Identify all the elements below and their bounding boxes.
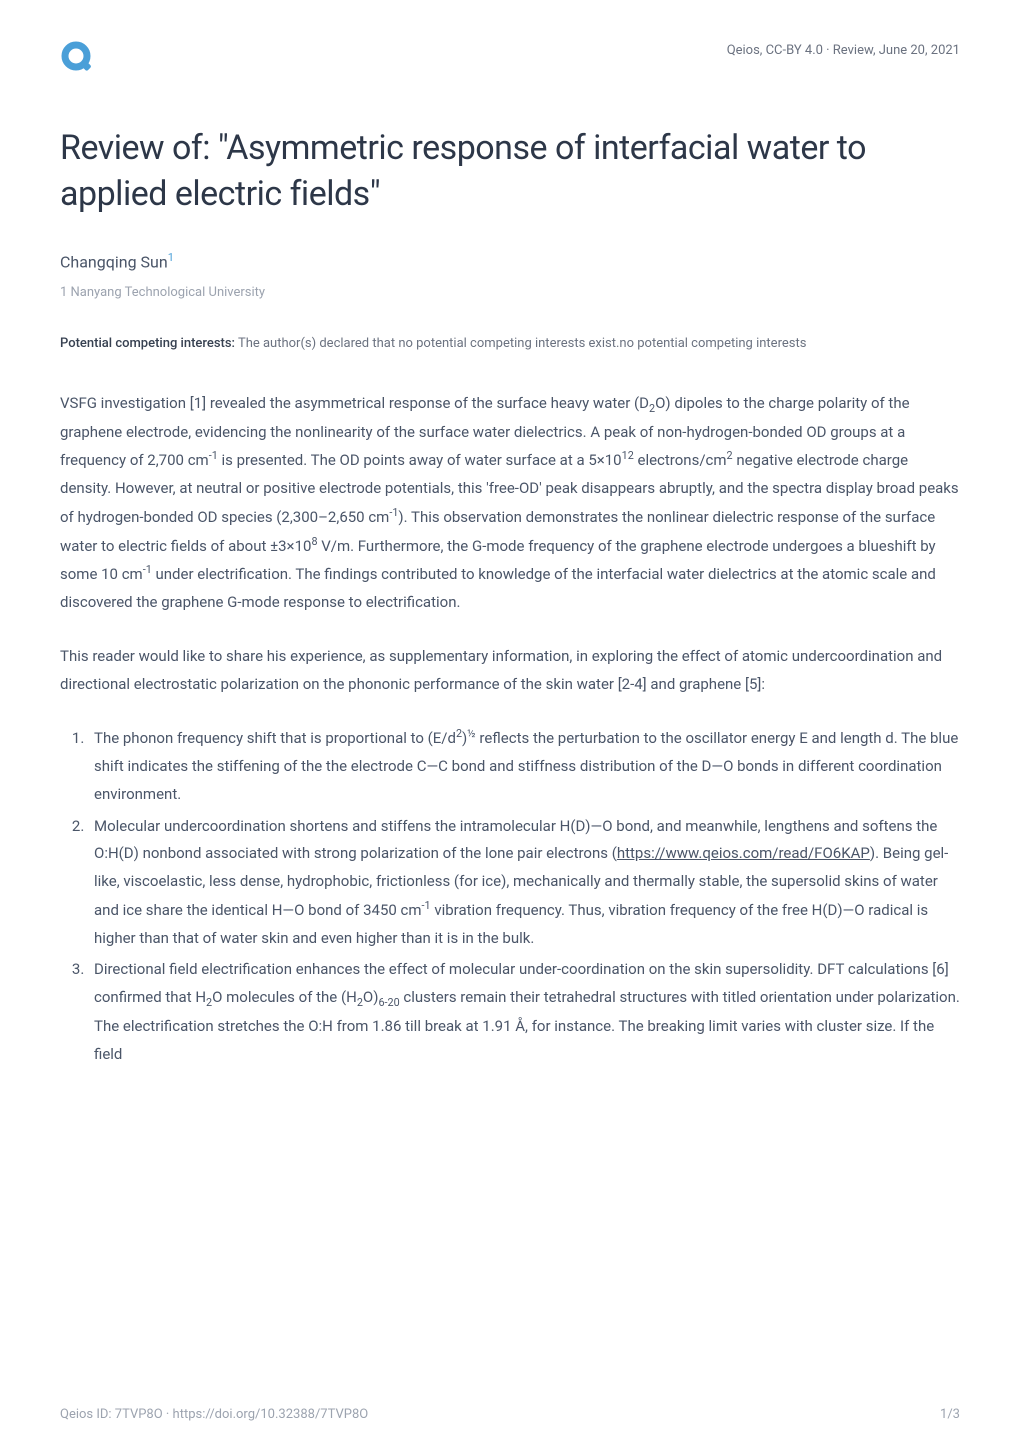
paragraph-2: This reader would like to share his expe… [60,643,960,699]
footer-spacer [60,1095,960,1155]
list-item: Molecular undercoordination shortens and… [88,813,960,953]
qeios-logo[interactable] [60,40,96,76]
author-name: Changqing Sun [60,252,168,271]
author-affil-sup: 1 [168,251,174,264]
author-line: Changqing Sun1 [60,248,960,276]
footer-separator: · [163,1407,173,1422]
page-footer: Qeios ID: 7TVP8O · https://doi.org/10.32… [0,1388,1020,1443]
competing-label: Potential competing interests: [60,336,235,351]
affiliation: 1 Nanyang Technological University [60,282,960,305]
competing-interests: Potential competing interests: The autho… [60,333,960,356]
page-header: Qeios, CC-BY 4.0 · Review, June 20, 2021 [60,40,960,76]
doi-link: https://doi.org/10.32388/7TVP8O [173,1407,369,1422]
header-metadata: Qeios, CC-BY 4.0 · Review, June 20, 2021 [727,40,960,63]
list-item: Directional field electrification enhanc… [88,956,960,1068]
footer-left: Qeios ID: 7TVP8O · https://doi.org/10.32… [60,1404,368,1427]
qeios-link[interactable]: https://www.qeios.com/read/FO6KAP [617,844,870,862]
page-number: 1/3 [940,1404,960,1427]
journal-meta: Qeios, CC-BY 4.0 [727,43,823,58]
meta-separator: · [823,43,833,58]
numbered-list: The phonon frequency shift that is propo… [60,724,960,1068]
q-logo-icon [60,40,96,76]
page-title: Review of: "Asymmetric response of inter… [60,126,960,218]
qeios-id: Qeios ID: 7TVP8O [60,1407,163,1422]
list-item: The phonon frequency shift that is propo… [88,724,960,808]
competing-text: The author(s) declared that no potential… [235,336,806,351]
paragraph-1: VSFG investigation [1] revealed the asym… [60,390,960,617]
doc-type-date: Review, June 20, 2021 [833,43,960,58]
